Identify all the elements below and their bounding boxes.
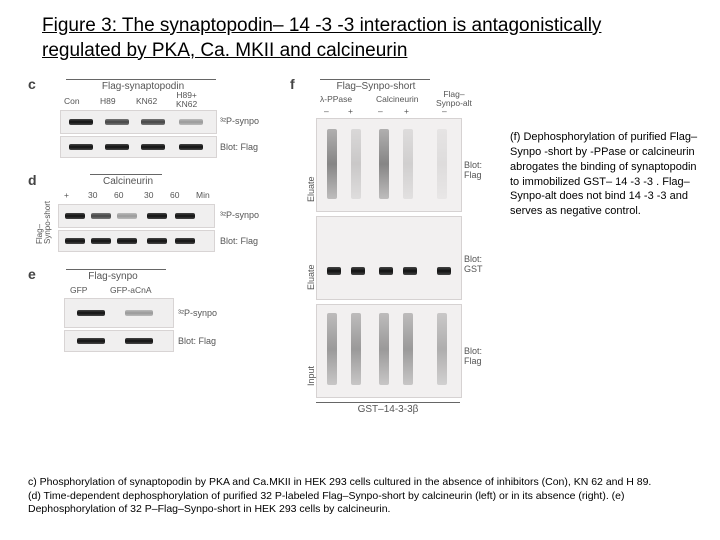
panel-d-calline [90, 174, 162, 175]
panel-c-row1: ³²P-synpo [220, 116, 259, 126]
panel-d-header: Calcineurin [98, 176, 158, 187]
panel-f-bottomline [316, 402, 460, 403]
panel-d-blot1 [58, 204, 215, 228]
panel-f-bottom: GST–14-3-3β [338, 404, 438, 415]
panel-c-lane1: H89 [100, 96, 116, 106]
panel-f-blotlabel0: Blot: Flag [464, 160, 482, 180]
panel-d-row2: Blot: Flag [220, 236, 258, 246]
panel-f-blotlabel1: Blot: GST [464, 254, 483, 274]
panel-c-lane2: KN62 [136, 96, 157, 106]
panel-e-headerline [66, 269, 166, 270]
panel-f-rowlabel1: Eluate [306, 264, 316, 290]
panel-c-blot2 [60, 136, 217, 158]
panel-e-header: Flag-synpo [83, 271, 143, 282]
panel-e-blot1 [64, 298, 174, 328]
panel-f-topline [320, 79, 430, 80]
panel-e-lane0: GFP [70, 285, 87, 295]
panel-c-label: c [28, 76, 36, 92]
figure-panels: c Flag-synaptopodin Con H89 KN62 H89+KN6… [28, 76, 468, 472]
panel-c-headerline [66, 79, 216, 80]
panel-f-rowlabel2: Input [306, 366, 316, 386]
caption-right: (f) Dephosphorylation of purified Flag–S… [510, 130, 705, 219]
panel-e-row2: Blot: Flag [178, 336, 216, 346]
panel-f-blot-eluate1 [316, 118, 462, 212]
panel-d-min: Min [196, 190, 210, 200]
panel-c-row2: Blot: Flag [220, 142, 258, 152]
panel-f-blot-input [316, 304, 462, 398]
panel-f-col0: λ-PPase [320, 94, 352, 104]
panel-f-rowlabel0: Eluate [306, 176, 316, 202]
panel-e-label: e [28, 266, 36, 282]
panel-f-label: f [290, 76, 295, 92]
panel-c-lane0: Con [64, 96, 80, 106]
panel-d-blot2 [58, 230, 215, 252]
panel-c-blot1 [60, 110, 217, 134]
panel-e-blot2 [64, 330, 174, 352]
panel-d-label: d [28, 172, 37, 188]
caption-bottom: c) Phosphorylation of synaptopodin by PK… [28, 476, 698, 517]
panel-f-blotlabel2: Blot: Flag [464, 346, 482, 366]
panel-f-topheader: Flag–Synpo-short [326, 81, 426, 92]
panel-e-lane1: GFP-aCnA [110, 285, 152, 295]
panel-f-flagalt: Flag–Synpo-alt [436, 90, 472, 107]
panel-e-row1: ³²P-synpo [178, 308, 217, 318]
panel-c-lane3: H89+KN62 [176, 91, 197, 108]
panel-d-vlabel: Flag–Synpo-short [36, 201, 52, 244]
panel-d-row1: ³²P-synpo [220, 210, 259, 220]
panel-f-col1: Calcineurin [376, 94, 419, 104]
figure-title: Figure 3: The synaptopodin– 14 -3 -3 int… [42, 14, 642, 63]
panel-f-blot-eluate2 [316, 216, 462, 300]
